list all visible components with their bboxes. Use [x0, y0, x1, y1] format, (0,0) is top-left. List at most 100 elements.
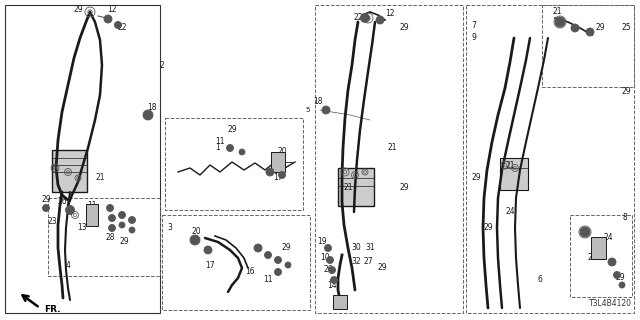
Text: 6: 6: [538, 276, 543, 284]
Circle shape: [264, 252, 271, 259]
Bar: [48, 198, 160, 276]
Circle shape: [328, 267, 335, 274]
Circle shape: [119, 222, 125, 228]
Text: 21: 21: [505, 161, 515, 170]
Text: 29: 29: [483, 223, 493, 233]
Circle shape: [118, 212, 125, 219]
Text: 18: 18: [147, 103, 157, 113]
Text: 29: 29: [399, 23, 409, 33]
Text: 29: 29: [119, 237, 129, 246]
Text: 26: 26: [323, 266, 333, 275]
Circle shape: [115, 21, 122, 28]
Text: 12: 12: [385, 10, 395, 19]
Circle shape: [580, 227, 590, 237]
Circle shape: [360, 13, 369, 22]
Circle shape: [106, 204, 113, 212]
Circle shape: [555, 17, 565, 27]
Circle shape: [109, 225, 115, 231]
Circle shape: [322, 106, 330, 114]
Text: 16: 16: [245, 268, 255, 276]
Circle shape: [104, 15, 112, 23]
Bar: [591, 237, 605, 259]
Circle shape: [266, 168, 274, 176]
Text: 29: 29: [281, 244, 291, 252]
Circle shape: [42, 204, 49, 212]
Text: 5: 5: [306, 107, 310, 113]
Text: 7: 7: [472, 20, 476, 29]
Circle shape: [586, 28, 594, 36]
Text: 23: 23: [47, 218, 57, 227]
Text: 20: 20: [277, 148, 287, 156]
Text: 21: 21: [95, 173, 105, 182]
Circle shape: [285, 262, 291, 268]
Text: T3L4B4120: T3L4B4120: [589, 299, 632, 308]
Bar: [315, 5, 463, 313]
Text: 24: 24: [505, 207, 515, 217]
Text: 29: 29: [41, 196, 51, 204]
Text: 2: 2: [159, 60, 164, 69]
Text: 11: 11: [263, 276, 273, 284]
Text: 24: 24: [603, 234, 613, 243]
Circle shape: [275, 268, 282, 276]
Text: 14: 14: [327, 281, 337, 290]
Circle shape: [143, 110, 153, 120]
Text: 28: 28: [105, 234, 115, 243]
Text: 29: 29: [587, 253, 597, 262]
Bar: [466, 5, 634, 313]
Text: 10: 10: [320, 253, 330, 262]
Text: 9: 9: [472, 34, 476, 43]
Text: 32: 32: [351, 258, 361, 267]
Bar: [500, 158, 528, 190]
Bar: [338, 168, 374, 206]
Text: 21: 21: [552, 7, 562, 17]
Text: 29: 29: [615, 274, 625, 283]
Text: 17: 17: [205, 260, 215, 269]
Circle shape: [614, 271, 621, 278]
Text: 30: 30: [351, 244, 361, 252]
Bar: [542, 5, 634, 87]
Bar: [162, 215, 310, 310]
Circle shape: [571, 24, 579, 32]
Text: 29: 29: [595, 23, 605, 33]
Text: 29: 29: [621, 87, 631, 97]
Text: 29: 29: [227, 125, 237, 134]
Text: 3: 3: [168, 223, 172, 233]
Bar: [570, 215, 632, 297]
Bar: [165, 118, 303, 210]
Text: 12: 12: [108, 5, 116, 14]
Text: 18: 18: [313, 98, 323, 107]
Circle shape: [239, 149, 245, 155]
Circle shape: [254, 244, 262, 252]
Text: 21: 21: [343, 183, 353, 193]
Text: 17: 17: [273, 173, 283, 182]
Text: 29: 29: [377, 263, 387, 273]
Circle shape: [376, 16, 384, 24]
Circle shape: [227, 145, 234, 151]
Bar: [5, 5, 160, 313]
Circle shape: [129, 227, 135, 233]
Text: 22: 22: [117, 23, 127, 33]
Circle shape: [324, 244, 332, 252]
Text: 20: 20: [191, 228, 201, 236]
Circle shape: [109, 214, 115, 221]
Text: 25: 25: [621, 23, 631, 33]
Text: 22: 22: [353, 13, 363, 22]
Text: 27: 27: [363, 258, 373, 267]
Bar: [333, 295, 347, 309]
Text: 8: 8: [623, 213, 627, 222]
Text: 13: 13: [77, 223, 87, 233]
Circle shape: [275, 257, 282, 263]
Text: 1: 1: [216, 143, 220, 153]
Text: 11: 11: [215, 138, 225, 147]
Text: 11: 11: [87, 201, 97, 210]
Circle shape: [330, 276, 337, 284]
Text: 29: 29: [471, 173, 481, 182]
Text: 29: 29: [73, 4, 83, 13]
Text: 21: 21: [387, 143, 397, 153]
Bar: [52, 150, 87, 192]
Text: 31: 31: [365, 244, 375, 252]
Circle shape: [608, 258, 616, 266]
Circle shape: [619, 282, 625, 288]
Circle shape: [129, 217, 136, 223]
Bar: [271, 152, 285, 172]
